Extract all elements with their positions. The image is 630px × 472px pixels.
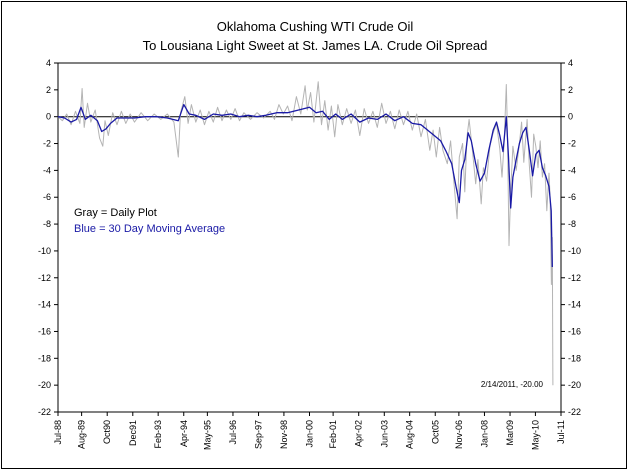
y-tick-label-left: -18 [38,353,51,363]
x-tick-label: Apr-02 [354,420,364,447]
y-tick-label-right: 2 [568,85,573,95]
x-tick-label: Aug-04 [405,420,415,449]
y-tick-label-right: -16 [568,326,581,336]
moving-average-series-line [57,103,553,268]
x-tick-label: Jul-88 [53,420,63,445]
y-tick-label-right: 0 [568,112,573,122]
x-tick-label: Jan-00 [305,420,315,448]
x-tick-label: Nov-06 [454,420,464,449]
y-tick-label-left: -6 [43,192,51,202]
y-tick-label-left: -4 [43,165,51,175]
y-tick-label-right: -10 [568,246,581,256]
y-tick-label-right: -6 [568,192,576,202]
y-tick-label-right: -14 [568,300,581,310]
y-tick-label-left: 2 [46,85,51,95]
x-tick-label: Jan-08 [479,420,489,448]
legend-moving-average: Blue = 30 Day Moving Average [74,223,225,235]
x-tick-label: Oct90 [102,420,112,444]
y-tick-label-right: 4 [568,58,573,68]
y-axis-left: 4 2 0 -2 -4 -6 -8 -10 -12 -14 -16 -18 -20 -22 [38,58,58,417]
y-tick-label-left: -22 [38,407,51,417]
last-point-annotation: 2/14/2011, -20.00 [481,380,544,389]
x-tick-label: Dec91 [128,420,138,446]
y-tick-label-right: -18 [568,353,581,363]
x-tick-label: Nov-98 [279,420,289,449]
y-tick-label-left: 0 [46,112,51,122]
x-tick-label: May-95 [202,420,212,450]
x-tick-label: May-10 [530,420,540,450]
x-tick-label: Feb-93 [153,420,163,449]
chart-title-line-2: To Lousiana Light Sweet at St. James LA.… [143,38,488,53]
y-tick-label-left: -14 [38,300,51,310]
x-tick-label: Jul-96 [228,420,238,445]
series-layer [57,81,554,386]
y-tick-label-left: -10 [38,246,51,256]
y-tick-label-right: -8 [568,219,576,229]
x-tick-label: Jul-11 [556,420,566,444]
y-tick-label-left: -20 [38,380,51,390]
x-axis: Jul-88 Aug-89 Oct90 Dec91 Feb-93 Apr-94 May-95… [53,412,566,450]
x-tick-label: Oct05 [430,420,440,444]
y-tick-label-left: -16 [38,326,51,336]
y-tick-label-left: -8 [43,219,51,229]
y-tick-label-right: -2 [568,139,576,149]
y-tick-label-right: -20 [568,380,581,390]
y-tick-label-left: 4 [46,58,51,68]
y-tick-label-right: -22 [568,407,581,417]
y-tick-label-right: -12 [568,273,581,283]
plot-area [57,62,562,413]
x-tick-label: Aug-89 [77,420,87,449]
y-tick-label-left: -2 [43,139,51,149]
x-tick-label: Sep-97 [254,420,264,449]
legend-daily: Gray = Daily Plot [74,207,157,219]
y-tick-label-right: -4 [568,165,576,175]
y-tick-label-left: -12 [38,273,51,283]
x-tick-label: Jun-03 [379,420,389,448]
x-tick-label: Mar09 [505,420,515,446]
x-tick-label: Feb-01 [328,420,338,449]
y-axis-right: 4 2 0 -2 -4 -6 -8 -10 -12 -14 -16 -18 -20 -22 [561,58,581,417]
x-tick-label: Apr-94 [179,420,189,447]
chart-title-line-1: Oklahoma Cushing WTI Crude Oil [217,19,414,34]
